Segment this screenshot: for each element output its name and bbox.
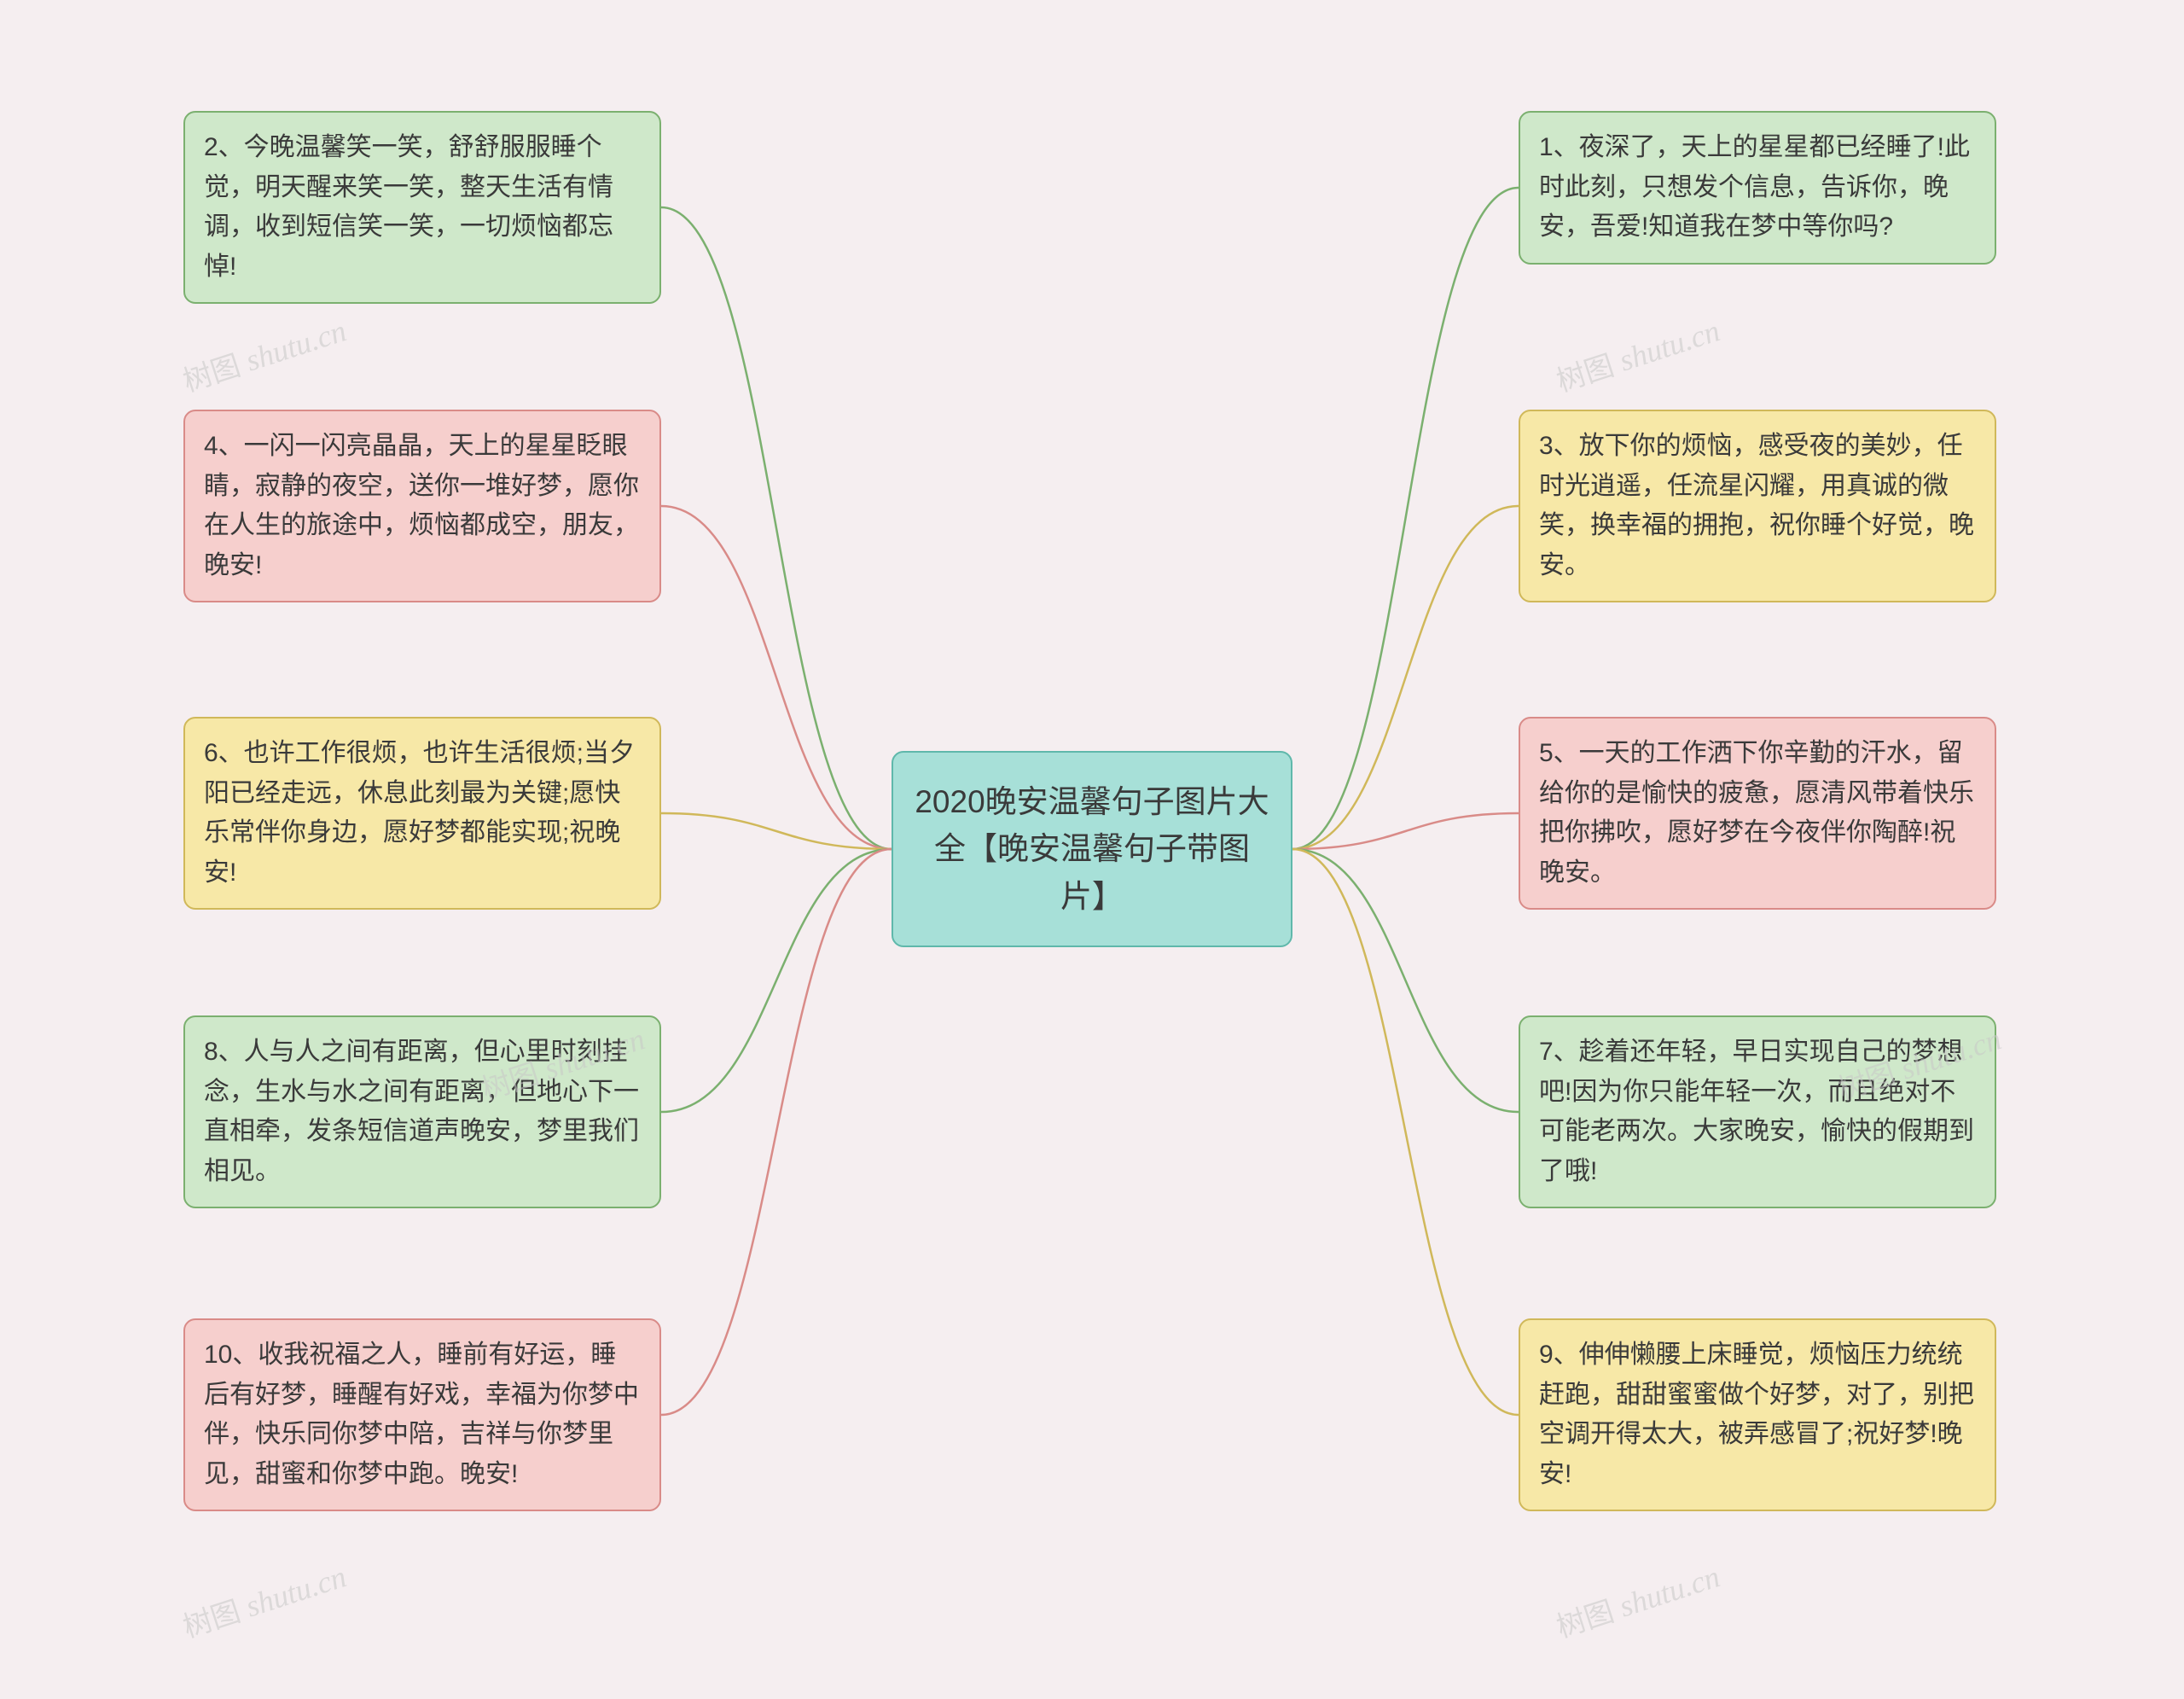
node-text: 5、一天的工作洒下你辛勤的汗水，留给你的是愉快的疲惫，愿清风带着快乐把你拂吹，愿…: [1539, 739, 1974, 887]
node-text: 9、伸伸懒腰上床睡觉，烦恼压力统统赶跑，甜甜蜜蜜做个好梦，对了，别把空调开得太大…: [1539, 1341, 1974, 1488]
node-left-2: 4、一闪一闪亮晶晶，天上的星星眨眼睛，寂静的夜空，送你一堆好梦，愿你在人生的旅途…: [183, 410, 661, 602]
watermark: 树图 shutu.cn: [177, 1554, 351, 1646]
node-left-3: 6、也许工作很烦，也许生活很烦;当夕阳已经走远，休息此刻最为关键;愿快乐常伴你身…: [183, 717, 661, 910]
node-text: 10、收我祝福之人，睡前有好运，睡后有好梦，睡醒有好戏，幸福为你梦中伴，快乐同你…: [204, 1341, 639, 1488]
node-right-3: 5、一天的工作洒下你辛勤的汗水，留给你的是愉快的疲惫，愿清风带着快乐把你拂吹，愿…: [1519, 717, 1996, 910]
node-left-5: 10、收我祝福之人，睡前有好运，睡后有好梦，睡醒有好戏，幸福为你梦中伴，快乐同你…: [183, 1318, 661, 1511]
watermark: 树图 shutu.cn: [177, 308, 351, 400]
center-text: 2020晚安温馨句子图片大全【晚安温馨句子带图片】: [912, 778, 1272, 921]
node-right-1: 1、夜深了，天上的星星都已经睡了!此时此刻，只想发个信息，告诉你，晚安，吾爱!知…: [1519, 111, 1996, 265]
watermark: 树图 shutu.cn: [1550, 308, 1724, 400]
watermark: 树图 shutu.cn: [1550, 1554, 1724, 1646]
center-node: 2020晚安温馨句子图片大全【晚安温馨句子带图片】: [892, 751, 1292, 947]
node-text: 7、趁着还年轻，早日实现自己的梦想吧!因为你只能年轻一次，而且绝对不可能老两次。…: [1539, 1038, 1974, 1185]
node-left-4: 8、人与人之间有距离，但心里时刻挂念，生水与水之间有距离，但地心下一直相牵，发条…: [183, 1015, 661, 1208]
node-text: 3、放下你的烦恼，感受夜的美妙，任时光逍遥，任流星闪耀，用真诚的微笑，换幸福的拥…: [1539, 432, 1974, 579]
node-text: 4、一闪一闪亮晶晶，天上的星星眨眼睛，寂静的夜空，送你一堆好梦，愿你在人生的旅途…: [204, 432, 639, 579]
node-text: 6、也许工作很烦，也许生活很烦;当夕阳已经走远，休息此刻最为关键;愿快乐常伴你身…: [204, 739, 635, 887]
node-right-5: 9、伸伸懒腰上床睡觉，烦恼压力统统赶跑，甜甜蜜蜜做个好梦，对了，别把空调开得太大…: [1519, 1318, 1996, 1511]
node-left-1: 2、今晚温馨笑一笑，舒舒服服睡个觉，明天醒来笑一笑，整天生活有情调，收到短信笑一…: [183, 111, 661, 304]
node-text: 8、人与人之间有距离，但心里时刻挂念，生水与水之间有距离，但地心下一直相牵，发条…: [204, 1038, 639, 1185]
node-right-2: 3、放下你的烦恼，感受夜的美妙，任时光逍遥，任流星闪耀，用真诚的微笑，换幸福的拥…: [1519, 410, 1996, 602]
node-text: 1、夜深了，天上的星星都已经睡了!此时此刻，只想发个信息，告诉你，晚安，吾爱!知…: [1539, 133, 1970, 241]
node-right-4: 7、趁着还年轻，早日实现自己的梦想吧!因为你只能年轻一次，而且绝对不可能老两次。…: [1519, 1015, 1996, 1208]
mindmap-canvas: 2020晚安温馨句子图片大全【晚安温馨句子带图片】 1、夜深了，天上的星星都已经…: [0, 0, 2184, 1699]
node-text: 2、今晚温馨笑一笑，舒舒服服睡个觉，明天醒来笑一笑，整天生活有情调，收到短信笑一…: [204, 133, 613, 281]
